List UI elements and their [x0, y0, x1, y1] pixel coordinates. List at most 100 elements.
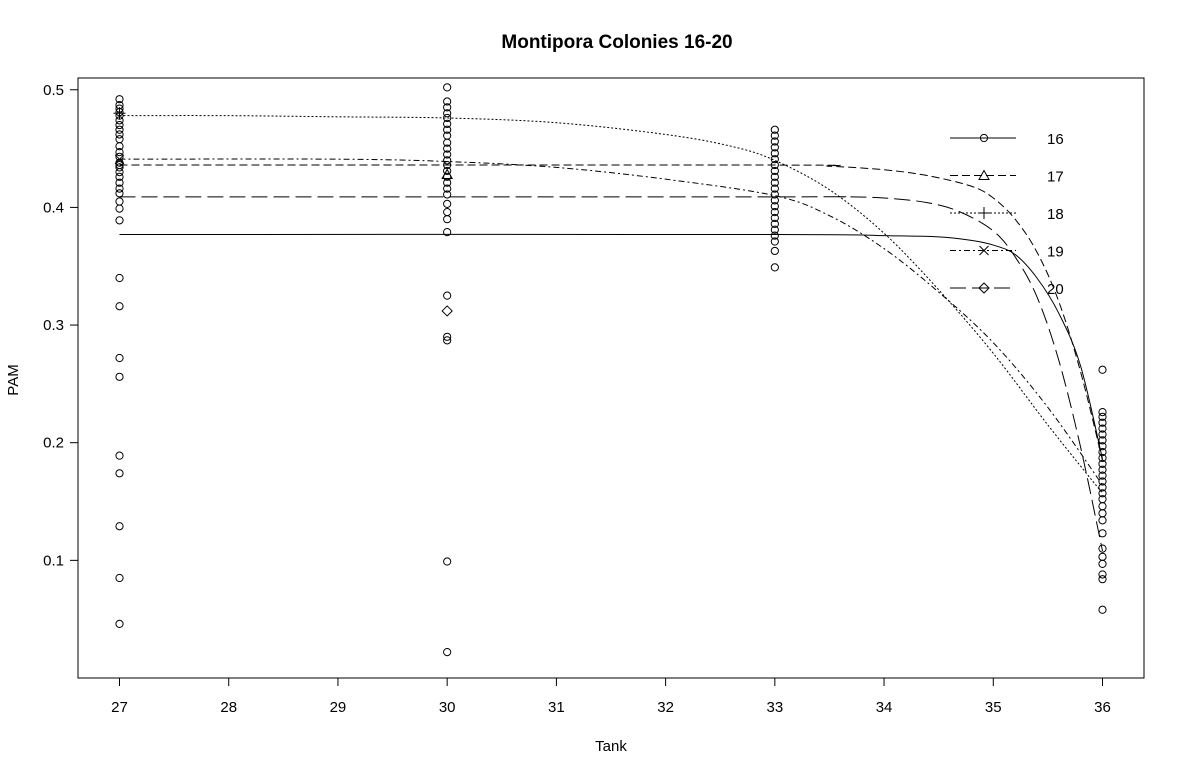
data-point-63 [770, 149, 779, 158]
series-marker-20 [441, 305, 453, 317]
data-point-95 [1098, 483, 1107, 492]
series-line-20 [119, 196, 1103, 552]
data-point-83 [1098, 412, 1107, 421]
data-point-14 [115, 163, 124, 172]
data-point-75 [770, 219, 779, 228]
data-point-66 [770, 166, 779, 176]
x-tick-label-35: 35 [985, 699, 1002, 716]
data-point-17 [115, 178, 124, 187]
data-point-88 [1098, 442, 1107, 451]
data-point-70 [770, 190, 779, 199]
data-point-35 [443, 109, 452, 118]
data-point-99 [1098, 509, 1107, 518]
data-point-32 [443, 83, 452, 92]
data-point-20 [115, 197, 124, 206]
series-line-17 [119, 164, 1103, 461]
data-point-98 [1098, 502, 1107, 511]
y-tick-label-0.5: 0.5 [43, 82, 64, 99]
data-point-42 [443, 150, 452, 159]
data-point-73 [770, 208, 779, 217]
data-point-8 [115, 130, 124, 139]
data-point-55 [443, 332, 452, 341]
legend-marker-18 [978, 207, 990, 219]
data-point-28 [115, 469, 124, 478]
legend: 16 17 18 19 20 [950, 131, 1064, 298]
data-point-30 [115, 573, 124, 583]
data-point-59 [770, 125, 779, 134]
x-tick-label-36: 36 [1094, 699, 1111, 716]
x-tick-label-27: 27 [111, 699, 128, 716]
data-point-92 [1098, 465, 1107, 474]
series-line-19 [119, 158, 1103, 486]
data-point-31 [115, 619, 124, 628]
series-marker-19 [114, 154, 125, 165]
data-point-36 [443, 113, 452, 123]
data-point-69 [770, 184, 779, 193]
data-point-68 [770, 178, 779, 187]
data-point-52 [443, 215, 452, 224]
data-point-21 [115, 204, 124, 213]
data-point-29 [115, 522, 124, 531]
x-tick-label-33: 33 [766, 699, 783, 716]
data-point-102 [1098, 544, 1107, 553]
series-marker-18 [113, 107, 126, 120]
x-tick-label-32: 32 [657, 699, 674, 716]
data-point-16 [115, 172, 124, 181]
data-point-54 [443, 291, 452, 300]
series-line-16 [119, 233, 1103, 460]
data-point-77 [770, 231, 779, 240]
data-point-81 [1098, 365, 1107, 374]
data-point-78 [770, 237, 779, 246]
legend-label-16: 16 [1047, 131, 1064, 148]
data-point-67 [770, 172, 779, 181]
data-point-96 [1098, 489, 1107, 498]
legend-label-19: 19 [1047, 244, 1064, 261]
data-point-86 [1098, 430, 1107, 439]
data-point-45 [443, 166, 452, 176]
series-marker-16 [115, 160, 124, 170]
data-point-64 [770, 155, 779, 164]
data-point-25 [115, 353, 124, 363]
data-point-38 [443, 125, 452, 134]
data-point-34 [443, 103, 452, 112]
data-point-65 [770, 160, 779, 170]
data-point-26 [115, 372, 124, 381]
data-point-100 [1098, 516, 1107, 525]
y-tick-label-0.4: 0.4 [43, 199, 64, 216]
data-point-61 [770, 137, 779, 146]
data-point-6 [115, 120, 124, 130]
series-line-18 [119, 115, 1103, 494]
data-point-51 [443, 208, 452, 217]
data-point-41 [443, 144, 452, 153]
data-point-37 [443, 119, 452, 128]
data-point-22 [115, 216, 124, 225]
legend-marker-16 [979, 133, 989, 143]
data-point-84 [1098, 418, 1107, 427]
data-point-87 [1098, 436, 1107, 445]
series-lines [119, 115, 1103, 552]
data-point-80 [770, 263, 779, 272]
data-point-18 [115, 184, 124, 193]
data-point-74 [770, 213, 779, 223]
data-point-71 [770, 196, 779, 205]
data-point-40 [443, 138, 452, 147]
x-tick-label-28: 28 [220, 699, 237, 716]
data-point-56 [443, 336, 452, 345]
data-point-60 [770, 131, 779, 140]
data-point-43 [443, 156, 452, 165]
data-point-50 [443, 199, 452, 208]
legend-marker-20 [978, 282, 990, 294]
data-point-58 [443, 648, 452, 657]
data-point-79 [770, 246, 779, 256]
data-point-104 [1098, 559, 1107, 568]
x-tick-label-30: 30 [439, 699, 456, 716]
y-tick-label-0.2: 0.2 [43, 435, 64, 452]
data-point-27 [115, 451, 124, 460]
data-point-103 [1098, 552, 1107, 561]
data-point-90 [1098, 453, 1107, 463]
data-point-89 [1098, 448, 1107, 457]
x-axis-label: Tank [595, 738, 627, 755]
y-tick-label-0.3: 0.3 [43, 317, 64, 334]
data-point-19 [115, 189, 124, 198]
